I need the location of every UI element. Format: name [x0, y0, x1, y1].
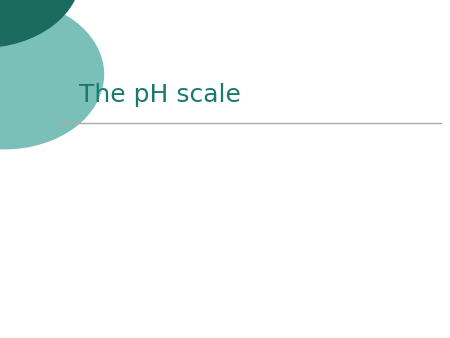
Circle shape: [0, 0, 104, 149]
Circle shape: [0, 0, 81, 47]
Text: The pH scale: The pH scale: [79, 82, 241, 107]
